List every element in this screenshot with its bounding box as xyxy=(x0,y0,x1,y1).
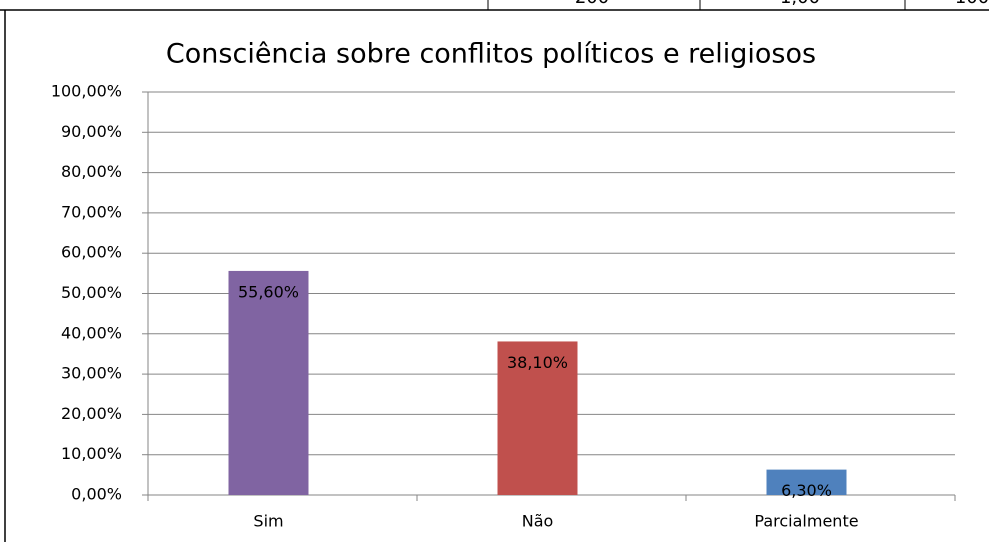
data-label: 6,30% xyxy=(781,481,832,500)
y-tick-label: 90,00% xyxy=(61,122,122,141)
y-tick-label: 50,00% xyxy=(61,283,122,302)
y-tick-label: 30,00% xyxy=(61,364,122,383)
y-tick-label: 100,00% xyxy=(51,82,122,101)
x-tick-label: Sim xyxy=(253,512,283,531)
data-label: 55,60% xyxy=(238,282,299,301)
y-tick-label: 20,00% xyxy=(61,404,122,423)
y-tick-label: 60,00% xyxy=(61,243,122,262)
bar xyxy=(228,270,309,495)
x-tick-label: Não xyxy=(522,512,554,531)
table-cell: 200 xyxy=(575,0,609,8)
bar xyxy=(766,469,847,495)
bar xyxy=(497,341,578,495)
y-tick-label: 10,00% xyxy=(61,444,122,463)
chart-title: Consciência sobre conflitos políticos e … xyxy=(166,39,816,70)
y-tick-label: 0,00% xyxy=(71,485,122,504)
table-cell: 1,00 xyxy=(780,0,820,8)
y-tick-label: 80,00% xyxy=(61,162,122,181)
y-tick-label: 70,00% xyxy=(61,202,122,221)
data-label: 38,10% xyxy=(507,353,568,372)
y-tick-label: 40,00% xyxy=(61,323,122,342)
table-cell: 100 xyxy=(955,0,989,8)
x-tick-label: Parcialmente xyxy=(754,512,858,531)
